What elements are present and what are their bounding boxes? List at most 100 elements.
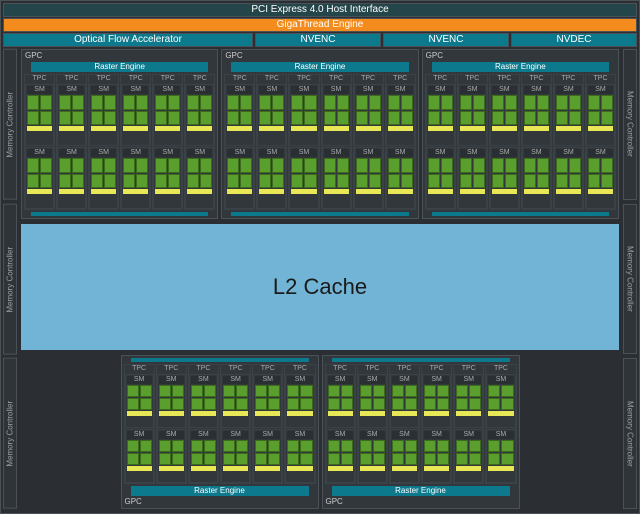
cuda-core-icon (91, 174, 103, 189)
cuda-core-icon (524, 111, 536, 126)
cuda-core-icon (373, 440, 385, 452)
sm-block: SM (522, 147, 551, 209)
tensor-core-icon (255, 466, 280, 471)
cuda-core-icon (27, 95, 39, 110)
sm-label: SM (159, 431, 184, 439)
cuda-core-icon (291, 174, 303, 189)
tpc-label: TPC (490, 75, 519, 83)
tpc-block: TPCSMSM (120, 74, 151, 210)
cuda-core-icon (291, 95, 303, 110)
sm-label: SM (456, 376, 481, 384)
sm-cores (191, 440, 216, 481)
tpc-block: TPCSMSM (288, 74, 319, 210)
tpc-label: TPC (253, 365, 282, 373)
cuda-core-icon (469, 398, 481, 410)
tpc-label: TPC (221, 365, 250, 373)
tensor-core-icon (356, 126, 381, 131)
cuda-core-icon (27, 158, 39, 173)
cuda-core-icon (588, 174, 600, 189)
sm-label: SM (360, 431, 385, 439)
cuda-core-icon (72, 111, 84, 126)
tensor-core-icon (492, 126, 517, 131)
tensor-core-icon (360, 411, 385, 416)
sm-cores (159, 385, 184, 426)
sm-cores (388, 95, 413, 144)
nvdec-block: NVDEC (511, 33, 637, 47)
tpc-block: TPCSMSM (256, 74, 287, 210)
tensor-core-icon (588, 189, 613, 194)
cuda-core-icon (168, 95, 180, 110)
sm-block: SM (458, 147, 487, 209)
cuda-core-icon (324, 111, 336, 126)
cuda-core-icon (424, 440, 436, 452)
tensor-core-icon (392, 411, 417, 416)
cuda-core-icon (328, 440, 340, 452)
sm-cores (59, 158, 84, 207)
sm-block: SM (125, 429, 154, 483)
cuda-core-icon (240, 158, 252, 173)
tpc-label: TPC (25, 75, 54, 83)
sm-label: SM (524, 149, 549, 157)
cuda-core-icon (155, 174, 167, 189)
raster-engine: Raster Engine (131, 486, 309, 496)
tensor-core-icon (360, 466, 385, 471)
cuda-core-icon (223, 453, 235, 465)
cuda-core-icon (460, 95, 472, 110)
sm-cores (424, 385, 449, 426)
raster-engine: Raster Engine (332, 486, 510, 496)
cuda-core-icon (191, 453, 203, 465)
sm-label: SM (428, 149, 453, 157)
sm-label: SM (27, 149, 52, 157)
sm-block: SM (390, 374, 419, 428)
cuda-core-icon (200, 158, 212, 173)
sm-cores (259, 95, 284, 144)
tensor-core-icon (155, 126, 180, 131)
tpc-block: TPCSMSM (485, 364, 516, 484)
sm-label: SM (227, 86, 252, 94)
sm-label: SM (259, 86, 284, 94)
cuda-core-icon (140, 385, 152, 397)
cuda-core-icon (287, 398, 299, 410)
cuda-core-icon (341, 398, 353, 410)
cuda-core-icon (424, 385, 436, 397)
cuda-core-icon (136, 111, 148, 126)
cuda-core-icon (441, 111, 453, 126)
cuda-core-icon (492, 95, 504, 110)
cuda-core-icon (392, 453, 404, 465)
tpc-block: TPCSMSM (220, 364, 251, 484)
cuda-core-icon (168, 174, 180, 189)
sm-label: SM (187, 86, 212, 94)
cuda-core-icon (104, 111, 116, 126)
cuda-core-icon (424, 398, 436, 410)
sm-block: SM (121, 84, 150, 146)
sm-label: SM (223, 376, 248, 384)
sm-label: SM (127, 376, 152, 384)
sm-cores (488, 440, 513, 481)
gpc-label: GPC (324, 497, 518, 507)
sm-cores (159, 440, 184, 481)
sm-label: SM (155, 86, 180, 94)
cuda-core-icon (501, 453, 513, 465)
gpc-label: GPC (123, 497, 317, 507)
sm-label: SM (91, 86, 116, 94)
cuda-core-icon (537, 95, 549, 110)
sm-label: SM (424, 431, 449, 439)
tpc-label: TPC (458, 75, 487, 83)
nvenc-block-1: NVENC (383, 33, 509, 47)
sm-label: SM (588, 149, 613, 157)
sm-label: SM (191, 431, 216, 439)
sm-block: SM (289, 147, 318, 209)
tensor-core-icon (291, 126, 316, 131)
sm-block: SM (257, 84, 286, 146)
polymorph-engine-bar (432, 212, 609, 216)
cuda-core-icon (556, 111, 568, 126)
tpc-block: TPCSMSM (56, 74, 87, 210)
tensor-core-icon (159, 411, 184, 416)
sm-block: SM (89, 147, 118, 209)
tensor-core-icon (91, 126, 116, 131)
cuda-core-icon (601, 174, 613, 189)
sm-label: SM (291, 86, 316, 94)
tensor-core-icon (191, 411, 216, 416)
cuda-core-icon (191, 398, 203, 410)
cuda-core-icon (204, 398, 216, 410)
